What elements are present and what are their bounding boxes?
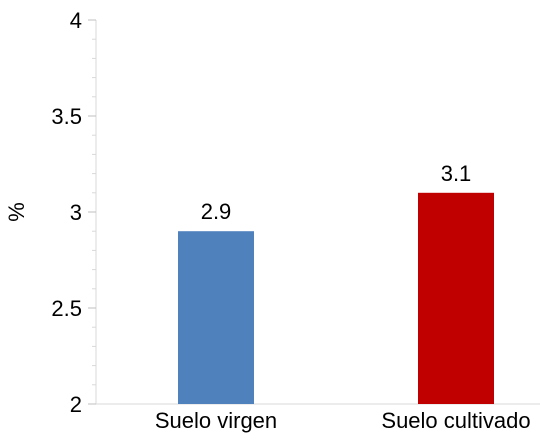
- x-tick-labels: Suelo virgen Suelo cultivado: [155, 408, 531, 433]
- y-axis-label: %: [4, 202, 29, 222]
- data-label: 2.9: [201, 199, 232, 224]
- x-tick-label: Suelo cultivado: [381, 408, 530, 433]
- y-tick-label: 2: [70, 392, 82, 417]
- x-tick-label: Suelo virgen: [155, 408, 277, 433]
- y-tick-label: 3.5: [51, 104, 82, 129]
- y-tick-labels: 2 2.5 3 3.5 4: [51, 8, 82, 417]
- bar-suelo-cultivado: [418, 192, 494, 404]
- bars: [178, 192, 494, 404]
- data-label: 3.1: [441, 161, 472, 186]
- y-tick-label: 2.5: [51, 296, 82, 321]
- y-tick-marks: [88, 19, 96, 405]
- bar-suelo-virgen: [178, 231, 254, 404]
- y-tick-label: 3: [70, 200, 82, 225]
- data-labels: 2.9 3.1: [201, 161, 472, 224]
- y-tick-label: 4: [70, 8, 82, 33]
